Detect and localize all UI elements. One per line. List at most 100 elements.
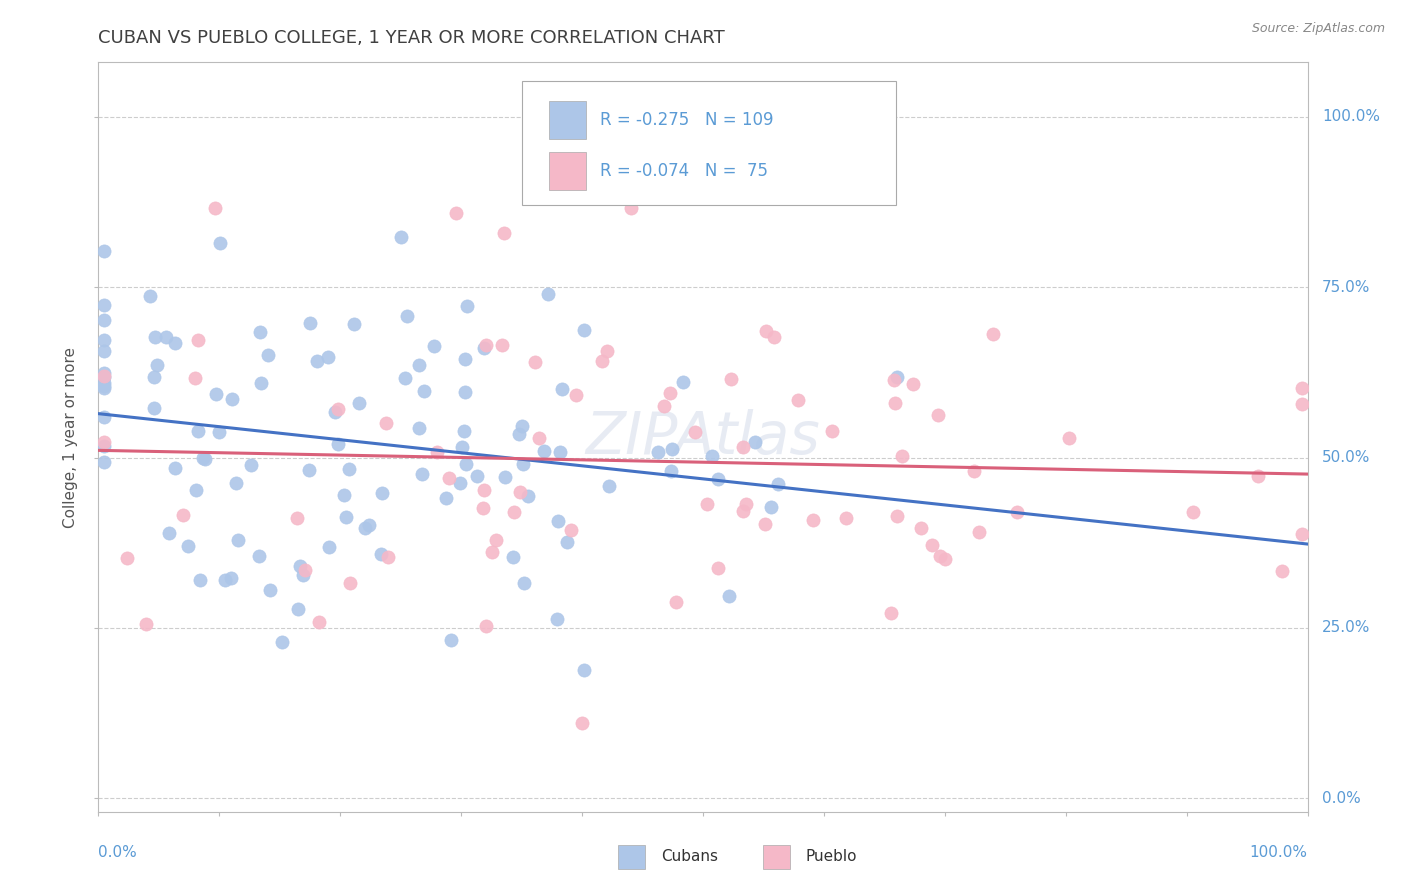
Point (271, 634, 294, 648)
Point (308, 615, 330, 630)
Point (93, 333, 115, 347)
Point (647, 444, 669, 458)
Point (652, 399, 675, 413)
Point (323, 404, 346, 418)
Point (93, 298, 115, 312)
Point (408, 358, 430, 372)
Point (377, 549, 399, 564)
Point (299, 316, 322, 330)
Text: 100.0%: 100.0% (1322, 110, 1381, 124)
Point (883, 395, 905, 409)
Bar (763, 845, 790, 869)
Point (93, 455, 115, 469)
Point (883, 373, 905, 387)
Bar (619, 845, 645, 869)
Point (357, 518, 380, 533)
Text: 25.0%: 25.0% (1322, 620, 1371, 635)
Point (214, 574, 236, 588)
Point (1005, 506, 1028, 520)
Point (135, 617, 157, 632)
Point (665, 595, 688, 609)
Point (512, 575, 534, 590)
Point (157, 525, 180, 540)
Point (494, 470, 516, 484)
Point (93, 369, 115, 384)
Point (474, 483, 496, 497)
Point (901, 377, 924, 392)
Point (294, 563, 316, 577)
Point (326, 401, 349, 416)
Point (187, 333, 209, 347)
Point (835, 511, 858, 525)
Point (524, 355, 547, 369)
Bar (550, 102, 586, 139)
Point (193, 450, 215, 465)
Point (910, 521, 932, 535)
Point (449, 475, 471, 490)
Point (548, 444, 571, 458)
Point (257, 347, 280, 361)
Point (93, 366, 115, 380)
Point (437, 471, 460, 485)
Point (502, 550, 524, 565)
Point (754, 516, 776, 531)
Point (259, 582, 281, 597)
Point (117, 550, 139, 565)
Point (565, 388, 588, 402)
Point (413, 384, 436, 398)
Point (208, 236, 231, 251)
Y-axis label: College, 1 year or more: College, 1 year or more (63, 347, 79, 527)
Point (557, 535, 579, 549)
Point (502, 504, 524, 518)
Point (389, 230, 412, 244)
Point (762, 330, 785, 344)
Point (921, 538, 943, 552)
Point (1291, 381, 1313, 395)
Point (683, 425, 706, 439)
Point (527, 431, 550, 445)
Point (1291, 526, 1313, 541)
Point (250, 376, 273, 390)
Point (188, 573, 211, 587)
Point (93, 376, 115, 390)
Point (93, 378, 115, 392)
Point (891, 449, 914, 463)
Point (207, 425, 229, 439)
Point (145, 330, 167, 344)
Point (533, 444, 555, 458)
Point (337, 461, 360, 475)
Point (596, 344, 619, 359)
Point (204, 201, 226, 215)
Point (929, 549, 952, 563)
Point (339, 575, 361, 590)
Point (394, 371, 416, 385)
Point (426, 445, 449, 459)
Point (318, 541, 340, 555)
Point (221, 392, 243, 406)
FancyBboxPatch shape (522, 81, 897, 205)
Point (886, 369, 908, 384)
Text: 50.0%: 50.0% (1322, 450, 1371, 465)
Point (886, 508, 908, 523)
Point (187, 424, 209, 438)
Point (707, 472, 730, 486)
Point (347, 395, 370, 409)
Point (1181, 505, 1204, 519)
Point (472, 501, 495, 516)
Point (335, 510, 357, 524)
Point (93, 312, 115, 326)
Point (547, 514, 569, 528)
Text: ZIPAtlas: ZIPAtlas (586, 409, 820, 466)
Point (370, 548, 392, 562)
Point (408, 421, 430, 435)
Point (240, 458, 263, 473)
Point (509, 484, 531, 499)
Text: 100.0%: 100.0% (1250, 846, 1308, 861)
Point (927, 409, 949, 423)
Point (465, 469, 488, 483)
Point (981, 326, 1004, 341)
Point (659, 464, 682, 478)
Point (574, 323, 596, 337)
Point (481, 545, 503, 559)
Point (444, 205, 467, 219)
